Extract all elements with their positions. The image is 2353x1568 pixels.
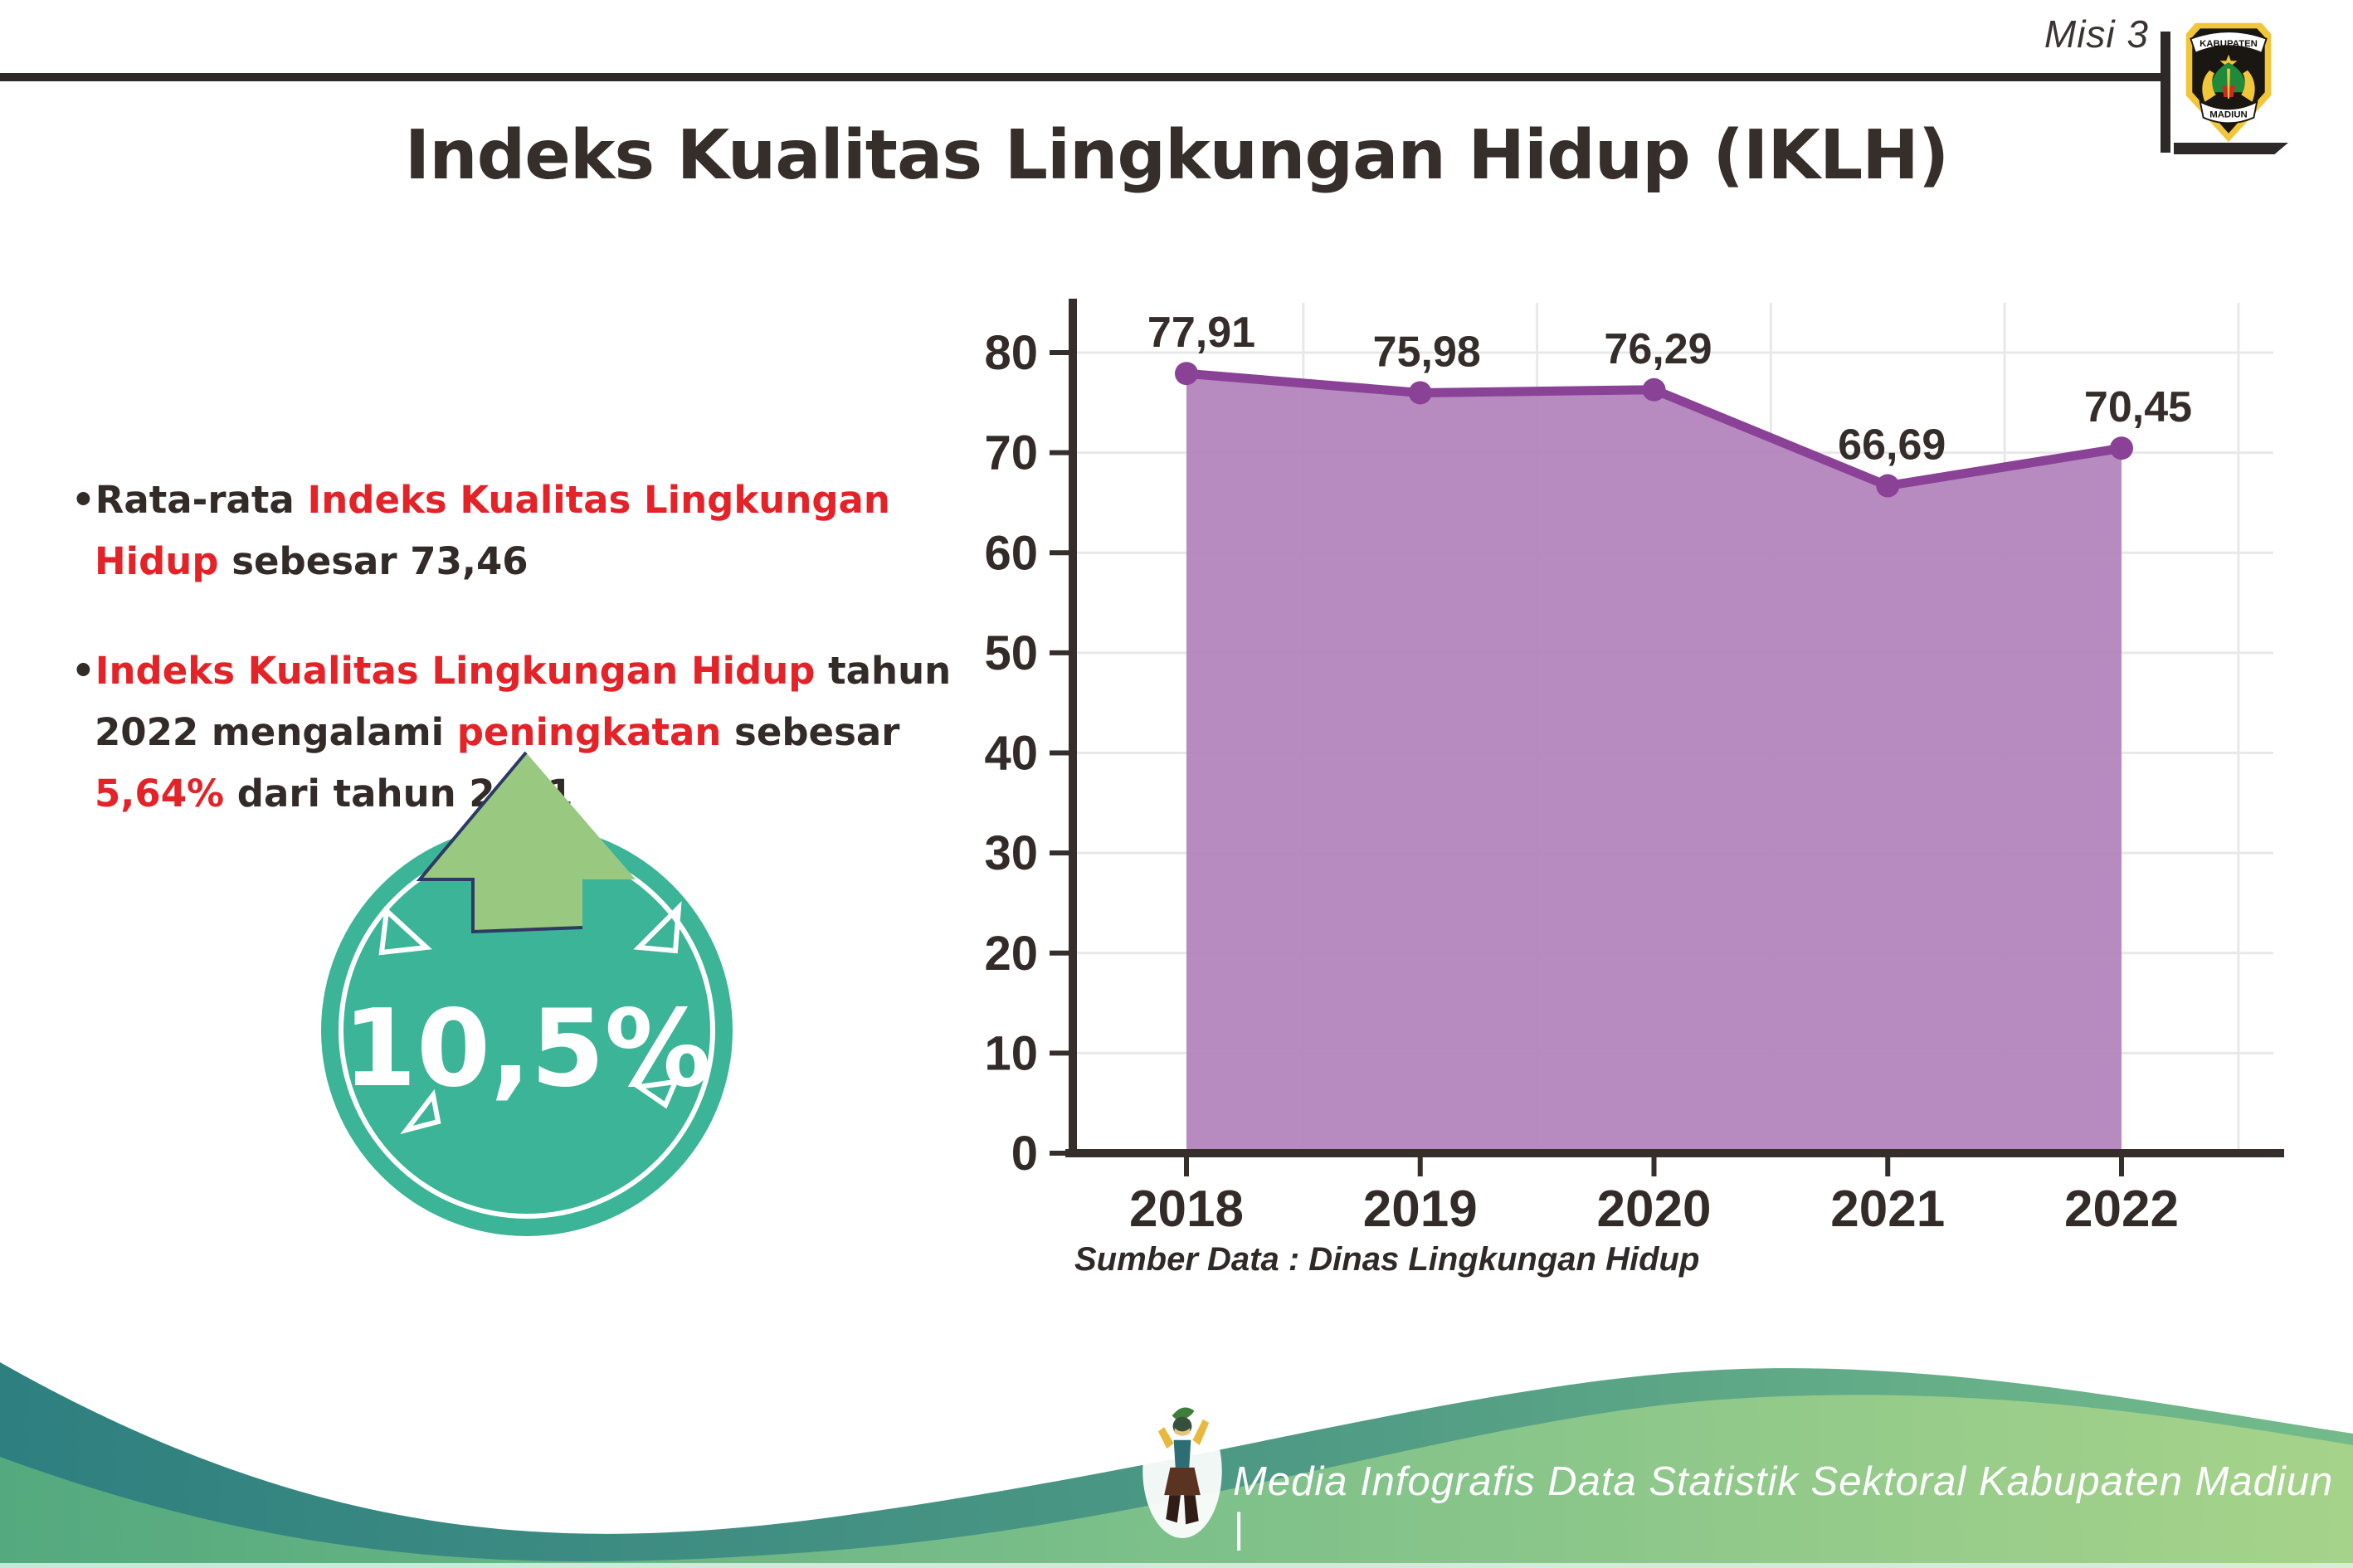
data-point-2021 — [1876, 474, 1900, 498]
data-source-note: Sumber Data : Dinas Lingkungan Hidup — [1074, 1241, 1700, 1278]
y-tick-label: 10 — [984, 1026, 1038, 1080]
data-point-2022 — [2110, 436, 2133, 460]
arrow-up-icon — [416, 751, 636, 934]
logo-frame-left-bar — [2161, 32, 2170, 153]
bullet2-seg5: 5,64% — [95, 772, 225, 816]
bullet-item-2: •Indeks Kualitas Lingkungan Hidup tahun … — [71, 649, 952, 816]
x-tick-label-2021: 2021 — [1830, 1181, 1945, 1238]
y-tick-label: 20 — [984, 927, 1038, 981]
x-tick-label-2018: 2018 — [1129, 1181, 1244, 1238]
increase-badge: 10,5% — [321, 751, 733, 1236]
mascot-icon — [1142, 1404, 1222, 1538]
badge-circle — [321, 825, 733, 1236]
data-point-2018 — [1175, 362, 1198, 386]
y-tick-label: 60 — [984, 526, 1038, 580]
data-point-2020 — [1642, 377, 1666, 402]
bullet2-seg2: tahun 2022 mengalami — [95, 649, 952, 754]
page-title: Indeks Kualitas Lingkungan Hidup (IKLH) — [404, 116, 1950, 195]
bullet1-seg1: Rata-rata — [95, 478, 308, 522]
logo-bottom-text: MADIUN — [2209, 110, 2248, 120]
value-label-2020: 76,29 — [1604, 325, 1712, 373]
y-tick-label: 70 — [984, 426, 1038, 480]
x-tick-label-2020: 2020 — [1597, 1181, 1712, 1238]
logo-top-text: KABUPATEN — [2200, 39, 2258, 49]
bottom-edge-strip — [0, 1563, 2353, 1568]
trend-line — [1181, 368, 2126, 491]
y-tick-label: 50 — [984, 626, 1038, 680]
header-rule — [0, 73, 2167, 81]
bullet2-seg3: peningkatan — [456, 710, 722, 754]
y-tick-label: 30 — [984, 826, 1038, 880]
x-tick-label-2019: 2019 — [1363, 1181, 1478, 1238]
bullet1-seg3: sebesar 73,46 — [218, 539, 529, 583]
value-label-2019: 75,98 — [1373, 328, 1481, 376]
value-label-2018: 77,91 — [1147, 309, 1255, 357]
kabupaten-madiun-coat-of-arms-icon: KABUPATEN MADIUN — [2185, 22, 2272, 143]
x-tick-label-2022: 2022 — [2064, 1181, 2179, 1238]
misi-label: Misi 3 — [2044, 12, 2149, 56]
y-tick-label: 80 — [984, 326, 1038, 380]
value-label-2021: 66,69 — [1838, 421, 1946, 470]
logo-frame-bottom-bar — [2174, 143, 2288, 154]
footer-wave-front — [0, 1395, 2353, 1568]
badge-sparkle-accents — [378, 901, 682, 1135]
bullet-item-1: •Rata-rata Indeks Kualitas Lingkungan Hi… — [71, 478, 890, 583]
y-tick-label: 40 — [984, 727, 1038, 781]
y-tick-label: 0 — [1011, 1127, 1038, 1181]
key-findings: •Rata-rata Indeks Kualitas Lingkungan Hi… — [71, 470, 976, 873]
bullet2-seg1: Indeks Kualitas Lingkungan Hidup — [95, 649, 816, 693]
bullet2-seg4: sebesar — [721, 710, 900, 754]
footer-caption: Media Infografis Data Statistik Sektoral… — [1233, 1459, 2334, 1551]
chart-area-fill — [1186, 373, 2122, 1153]
bullet1-seg2: Indeks Kualitas Lingkungan Hidup — [95, 478, 890, 583]
data-point-2019 — [1408, 381, 1432, 405]
value-label-2022: 70,45 — [2084, 383, 2192, 431]
badge-percentage: 10,5% — [343, 987, 711, 1111]
